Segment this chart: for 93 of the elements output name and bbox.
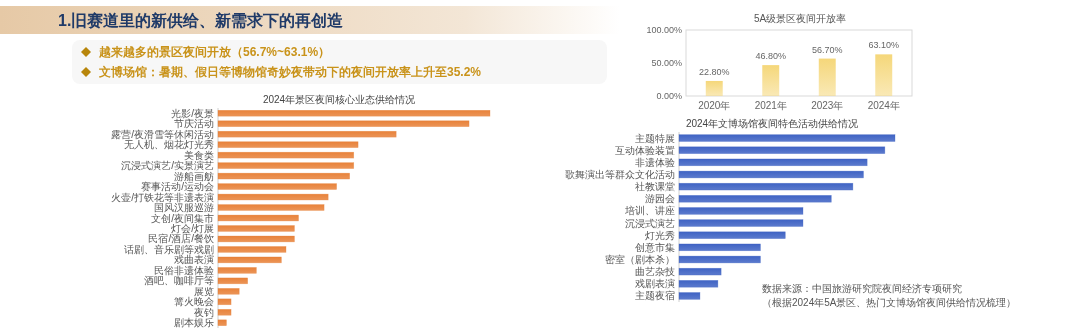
bar	[217, 141, 359, 148]
bar	[217, 277, 248, 285]
bar	[762, 65, 780, 96]
bar	[217, 298, 232, 306]
bar	[678, 195, 832, 203]
y-tick-label: 培训、讲座	[624, 205, 675, 217]
y-tick-label: 露营/夜滑雪等休闲活动	[111, 128, 214, 140]
y-tick-label: 曲艺杂技	[635, 266, 675, 278]
y-tick-label: 夜钓	[194, 306, 214, 318]
bar	[678, 170, 864, 179]
bar	[217, 151, 355, 159]
annotation: （根据2024年5A景区、热门文博场馆夜间供给情况梳理）	[762, 297, 1017, 308]
bar	[217, 183, 337, 190]
y-tick-label: 主题特展	[635, 132, 675, 144]
y-tick-label: 光影/夜景	[171, 107, 214, 119]
bar	[678, 134, 896, 142]
bar	[678, 219, 804, 227]
y-tick-label: 游园会	[645, 193, 675, 205]
bar	[217, 246, 287, 253]
data-label: 46.80%	[755, 51, 787, 62]
bar	[217, 288, 240, 295]
y-tick-label: 沉浸式演艺	[625, 217, 675, 229]
y-tick-label: 互动体验装置	[615, 144, 675, 156]
y-tick-label: 话剧、音乐剧等戏剧	[124, 243, 214, 255]
y-tick-label: 灯光秀	[645, 229, 675, 241]
bar	[678, 255, 761, 264]
bar	[678, 280, 719, 288]
y-tick-label: 创意市集	[635, 241, 675, 253]
y-tick-label: 文创/夜间集市	[151, 212, 214, 224]
y-tick-label: 节庆活动	[174, 118, 214, 130]
chart-title: 2024年文博场馆夜间特色活动供给情况	[685, 118, 859, 129]
bar	[217, 256, 282, 264]
y-tick-label: 篝火晚会	[174, 296, 214, 308]
bar	[217, 162, 355, 169]
y-tick-label: 民宿/酒店/餐饮	[148, 233, 214, 245]
bar	[875, 54, 893, 96]
y-tick-label: 歌舞演出等群众文化活动	[565, 169, 675, 180]
bar	[217, 110, 491, 117]
bar	[818, 58, 836, 96]
y-tick-label: 100.00%	[646, 25, 682, 35]
bar	[678, 267, 722, 276]
bar	[678, 182, 854, 191]
bar	[678, 158, 868, 167]
bar	[217, 235, 295, 243]
y-tick-label: 沉浸式演艺/实景演艺	[121, 160, 214, 172]
x-tick-label: 2023年	[811, 100, 844, 111]
y-tick-label: 无人机、烟花灯光秀	[124, 139, 214, 151]
data-label: 56.70%	[811, 44, 843, 55]
annotation: 数据来源：中国旅游研究院夜间经济专项研究	[762, 283, 962, 294]
y-tick-label: 戏剧表演	[635, 278, 675, 290]
y-tick-label: 民俗非遗体验	[154, 264, 214, 276]
bar	[678, 231, 786, 239]
y-tick-label: 社教课堂	[635, 181, 675, 193]
bar	[217, 193, 329, 201]
bar	[678, 146, 886, 154]
y-tick-label: 赛事活动/运动会	[141, 181, 214, 193]
data-label: 22.80%	[698, 66, 730, 77]
y-tick-label: 50.00%	[651, 58, 682, 68]
bar	[678, 292, 701, 300]
text: 文博场馆：暑期、假日等博物馆奇妙夜带动下的夜间开放率上升至35.2%	[98, 65, 482, 79]
y-tick-label: 灯会/灯展	[171, 222, 214, 234]
chart-title: 5A级景区夜间开放率	[753, 13, 847, 24]
bar	[217, 214, 299, 222]
bar	[217, 204, 325, 211]
y-tick-label: 国风汉服巡游	[154, 202, 214, 214]
bar	[217, 225, 295, 232]
y-tick-label: 密室（剧本杀）	[605, 254, 675, 265]
x-tick-label: 2020年	[698, 100, 731, 111]
y-tick-label: 0.00%	[656, 91, 682, 101]
y-tick-label: 展览	[194, 285, 214, 297]
y-tick-label: 非遗体验	[635, 156, 675, 168]
x-tick-label: 2021年	[754, 100, 787, 111]
bar	[217, 319, 227, 326]
y-tick-label: 酒吧、咖啡厅等	[144, 275, 214, 287]
bar	[217, 130, 397, 138]
y-tick-label: 戏曲表演	[174, 254, 214, 266]
bar	[217, 120, 470, 127]
bar	[705, 80, 723, 96]
bar	[678, 207, 804, 215]
y-tick-label: 剧本娱乐	[174, 317, 214, 329]
bar	[678, 243, 761, 252]
y-tick-label: 游船画舫	[174, 170, 214, 182]
y-tick-label: 火壶/打铁花等非遗表演	[111, 191, 214, 203]
chart-title: 2024年景区夜间核心业态供给情况	[262, 94, 416, 105]
y-tick-label: 美食类	[184, 149, 214, 161]
bar	[217, 172, 350, 180]
y-tick-label: 主题夜宿	[635, 290, 675, 302]
bar	[217, 267, 257, 274]
data-label: 63.10%	[868, 40, 900, 51]
text: 越来越多的景区夜间开放（56.7%~63.1%）	[98, 45, 331, 59]
x-tick-label: 2024年	[867, 100, 900, 111]
bar	[217, 309, 232, 316]
text: 1.旧赛道里的新供给、新需求下的再创造	[58, 12, 345, 29]
